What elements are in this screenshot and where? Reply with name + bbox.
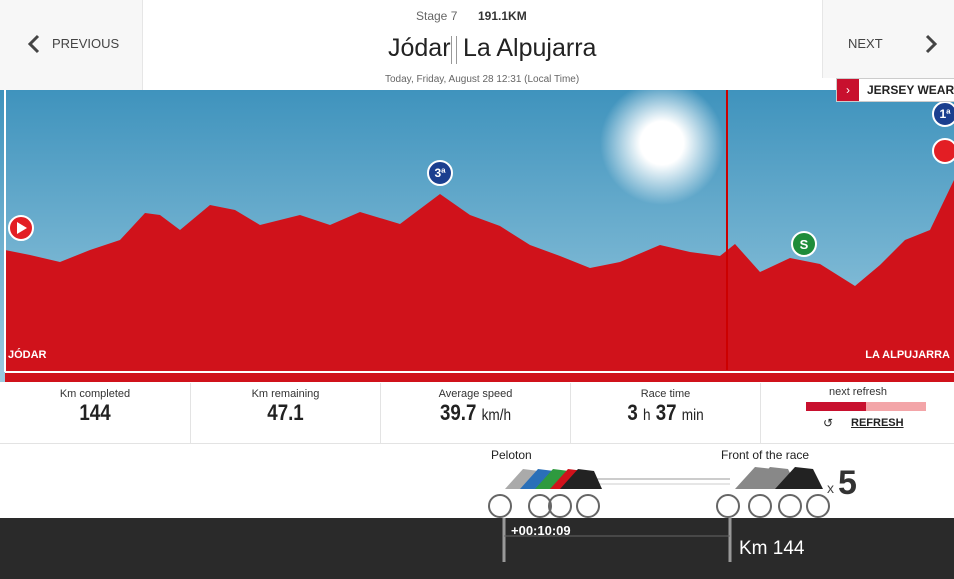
start-label: JÓDAR (8, 348, 47, 361)
next-label: NEXT (848, 36, 883, 51)
stat-label: Km completed (59, 388, 131, 400)
refresh-label: next refresh (828, 386, 888, 398)
sprint: S (800, 237, 809, 252)
jersey-arrow: › (837, 79, 859, 101)
front-count: 5 (838, 464, 857, 502)
minutes: 37 (655, 400, 677, 425)
prev-label: PREVIOUS (52, 36, 120, 51)
stat: Km remaining 47.1 (191, 383, 381, 443)
finish-label: LA ALPUJARRA (865, 349, 950, 361)
profile: 3ª S 1ª JÓDAR LA ALPUJARRA (0, 81, 954, 382)
stat-value: 39.7 (439, 400, 477, 425)
prev-button[interactable]: PREVIOUS (0, 0, 143, 90)
climb-1: 1ª (939, 107, 951, 121)
stage: Stage 7 (416, 9, 458, 23)
race-graphic (0, 467, 954, 579)
refresh-icon: ↺ (823, 416, 834, 430)
stat-label: Average speed (438, 388, 513, 400)
peloton-label: Peloton (491, 448, 532, 462)
stat: Km completed 144 (0, 383, 191, 443)
stat-unit: km/h (481, 407, 512, 424)
stat-value: 47.1 (267, 400, 304, 425)
stat: Race time 3 h 37 min (571, 383, 761, 443)
jersey-label: JERSEY WEARERS (867, 83, 954, 97)
front-label: Front of the race (721, 448, 810, 462)
stat: Average speed 39.7 km/h (381, 383, 571, 443)
hours: 3 (627, 400, 638, 425)
date: Today, Friday, August 28 12:31 (Local Ti… (385, 74, 580, 85)
minutes-unit: min (681, 407, 704, 424)
stat-value: 144 (79, 400, 111, 425)
arrow-left (27, 34, 40, 54)
start-town: Jódar (388, 34, 451, 62)
multiplier: x (827, 480, 834, 496)
km: Km 144 (739, 538, 805, 559)
stat-label: Race time (640, 388, 691, 400)
gap: +00:10:09 (511, 523, 571, 538)
refresh-bar (806, 402, 926, 411)
finish-town: La Alpujarra (463, 34, 597, 62)
next-button[interactable]: NEXT (822, 0, 954, 78)
jersey-button[interactable]: › JERSEY WEARERS (836, 78, 954, 102)
distance: 191.1KM (478, 9, 527, 23)
hours-unit: h (642, 407, 651, 424)
refresh-button[interactable]: REFRESH (851, 417, 904, 429)
stat-label: Km remaining (251, 388, 320, 400)
climb-3: 3ª (434, 166, 446, 180)
separator (451, 36, 457, 64)
arrow-right (925, 34, 938, 54)
divider (0, 443, 954, 444)
